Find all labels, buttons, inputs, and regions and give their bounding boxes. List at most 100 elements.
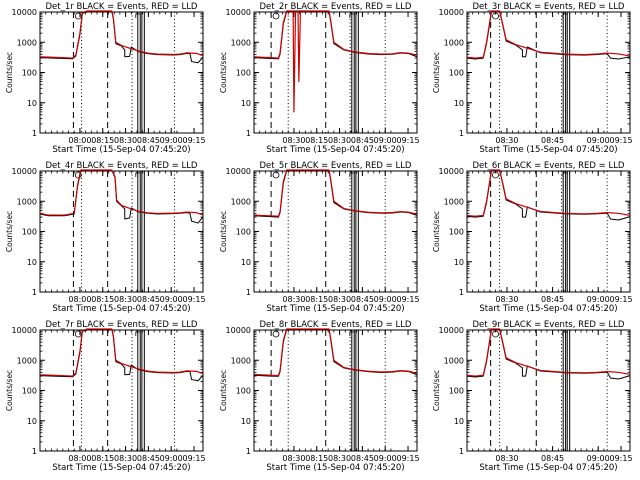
series-line-lld <box>39 328 204 377</box>
y-axis-label: Counts/sec <box>219 211 228 252</box>
y-tick-label: 100 <box>236 387 251 396</box>
y-tick-label: 10000 <box>439 8 464 17</box>
circle-marker <box>74 12 82 20</box>
y-tick-label: 1000 <box>17 38 37 47</box>
y-tick-label: 10 <box>454 99 464 108</box>
y-tick-label: 10000 <box>226 326 251 335</box>
x-axis-label: Start Time (15-Sep-04 07:45:20) <box>479 304 617 314</box>
y-axis-label: Counts/sec <box>432 370 441 411</box>
detector-panel-3: Det_3r BLACK = Events, RED = LLD 1 10 100 10… <box>432 2 633 155</box>
y-tick-label: 10 <box>241 258 251 267</box>
corner-marker <box>135 331 141 336</box>
detector-panel-2: Det_2r BLACK = Events, RED = LLD 1 10 100 10… <box>219 2 420 155</box>
corner-marker <box>349 331 355 336</box>
corner-marker <box>349 172 355 177</box>
x-axis-label: Start Time (15-Sep-04 07:45:20) <box>266 463 404 473</box>
panel-title: Det_3r BLACK = Events, RED = LLD <box>473 2 625 12</box>
x-tick-label: 09:00 <box>587 295 610 304</box>
y-tick-label: 10000 <box>226 8 251 17</box>
detector-panel-7: Det_7r BLACK = Events, RED = LLD 1 10 100 10… <box>5 320 206 473</box>
y-tick-label: 1 <box>246 288 251 297</box>
detector-panel-4: Det_4r BLACK = Events, RED = LLD 1 10 100 10… <box>5 161 206 314</box>
series-line-lld <box>253 10 418 113</box>
circle-marker <box>492 12 499 20</box>
y-tick-label: 10 <box>454 417 464 426</box>
y-tick-label: 1 <box>246 129 251 138</box>
x-tick-label: 09:15 <box>183 295 206 304</box>
x-tick-label: 08:15 <box>91 454 114 463</box>
x-tick-label: 08:30 <box>114 136 137 145</box>
x-tick-label: 08:45 <box>137 136 160 145</box>
x-tick-label: 08:30 <box>495 136 518 145</box>
y-tick-label: 10 <box>241 417 251 426</box>
panel-title: Det_1r BLACK = Events, RED = LLD <box>46 2 198 12</box>
circle-marker <box>272 12 280 20</box>
y-tick-label: 1 <box>246 447 251 456</box>
x-tick-label: 09:15 <box>183 454 206 463</box>
y-tick-label: 100 <box>449 228 464 237</box>
series-line-events <box>39 328 204 382</box>
circle-marker <box>272 171 280 179</box>
y-tick-label: 100 <box>449 69 464 78</box>
x-tick-label: 08:30 <box>495 454 518 463</box>
x-tick-label: 09:00 <box>587 136 610 145</box>
y-tick-label: 10000 <box>439 326 464 335</box>
y-axis-label: Counts/sec <box>5 211 14 252</box>
panel-title: Det_8r BLACK = Events, RED = LLD <box>260 320 412 330</box>
panel-title: Det_6r BLACK = Events, RED = LLD <box>473 161 625 171</box>
x-axis-label: Start Time (15-Sep-04 07:45:20) <box>52 145 190 155</box>
x-tick-label: 09:15 <box>610 136 633 145</box>
x-tick-label: 08:15 <box>91 136 114 145</box>
y-tick-label: 1000 <box>444 356 464 365</box>
circle-marker <box>492 330 499 338</box>
series-line-events <box>466 10 631 60</box>
x-tick-label: 08:30 <box>495 295 518 304</box>
series-line-events <box>39 10 204 64</box>
x-tick-label: 08:15 <box>91 295 114 304</box>
y-tick-label: 100 <box>449 387 464 396</box>
plot-frame <box>466 329 631 452</box>
plot-frame <box>253 170 418 293</box>
y-tick-label: 1 <box>32 129 37 138</box>
x-tick-label: 09:00 <box>160 295 183 304</box>
x-tick-label: 09:00 <box>160 454 183 463</box>
x-tick-label: 08:30 <box>114 295 137 304</box>
plot-frame <box>39 329 204 452</box>
y-tick-label: 100 <box>236 69 251 78</box>
circle-marker <box>272 330 280 338</box>
corner-marker <box>562 172 568 177</box>
y-tick-label: 1 <box>32 288 37 297</box>
x-tick-label: 09:00 <box>160 136 183 145</box>
x-tick-label: 08:15 <box>305 295 328 304</box>
x-tick-label: 08:45 <box>351 295 374 304</box>
y-tick-label: 10 <box>27 258 37 267</box>
series-line-lld <box>466 10 631 59</box>
corner-marker <box>562 331 568 336</box>
x-tick-label: 08:30 <box>282 295 305 304</box>
x-axis-label: Start Time (15-Sep-04 07:45:20) <box>266 145 404 155</box>
x-tick-label: 09:00 <box>587 454 610 463</box>
corner-marker <box>562 13 568 18</box>
y-tick-label: 10 <box>27 417 37 426</box>
y-tick-label: 10 <box>241 99 251 108</box>
y-tick-label: 100 <box>22 69 37 78</box>
x-tick-label: 09:00 <box>374 454 397 463</box>
x-axis-label: Start Time (15-Sep-04 07:45:20) <box>479 463 617 473</box>
x-axis-label: Start Time (15-Sep-04 07:45:20) <box>479 145 617 155</box>
x-axis-label: Start Time (15-Sep-04 07:45:20) <box>52 304 190 314</box>
series-line-lld <box>466 169 631 217</box>
panel-title: Det_4r BLACK = Events, RED = LLD <box>46 161 198 171</box>
y-axis-label: Counts/sec <box>432 211 441 252</box>
panel-title: Det_7r BLACK = Events, RED = LLD <box>46 320 198 330</box>
plot-frame <box>253 11 418 134</box>
plot-frame <box>466 11 631 134</box>
y-tick-label: 1000 <box>231 38 251 47</box>
y-tick-label: 10 <box>27 99 37 108</box>
detector-panel-1: Det_1r BLACK = Events, RED = LLD 1 10 100 10… <box>5 2 206 155</box>
series-line-lld <box>253 169 418 217</box>
x-tick-label: 08:45 <box>541 136 564 145</box>
x-tick-label: 08:15 <box>305 136 328 145</box>
y-tick-label: 10000 <box>439 167 464 176</box>
y-tick-label: 1 <box>459 447 464 456</box>
x-tick-label: 09:15 <box>183 136 206 145</box>
